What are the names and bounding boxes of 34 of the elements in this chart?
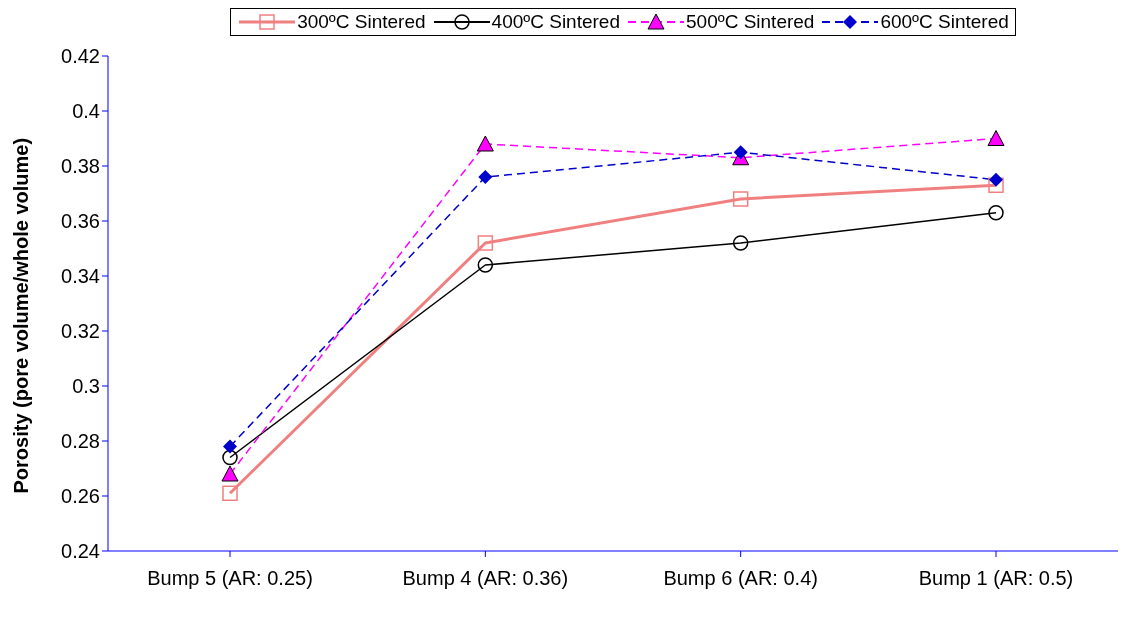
point (732, 191, 749, 207)
point (733, 145, 748, 160)
point (989, 172, 1003, 187)
x-tick-label: Bump 4 (AR: 0.36) (402, 567, 569, 590)
point (732, 235, 749, 251)
point (223, 439, 237, 454)
y-tick-label: 0.32 (61, 320, 100, 343)
point (987, 130, 1005, 146)
y-tick-label: 0.4 (72, 100, 100, 123)
point (477, 257, 494, 273)
point (476, 135, 494, 152)
y-tick-label: 0.26 (61, 485, 100, 508)
point (222, 449, 238, 466)
point (222, 485, 238, 501)
point (478, 170, 493, 184)
legend-label: 600ºC Sintered (880, 11, 1009, 33)
point (988, 205, 1004, 221)
y-tick-label: 0.28 (61, 430, 100, 453)
x-tick-label: Bump 5 (AR: 0.25) (147, 567, 313, 590)
x-tick-label: Bump 6 (AR: 0.4) (663, 567, 818, 590)
y-tick-label: 0.24 (61, 540, 100, 563)
legend-label: 500ºC Sintered (686, 11, 815, 33)
point (988, 177, 1004, 193)
y-tick-label: 0.3 (72, 375, 100, 398)
y-tick-label: 0.38 (61, 155, 100, 178)
y-tick-label: 0.34 (61, 265, 100, 288)
point (477, 235, 494, 251)
y-tick-label: 0.42 (61, 45, 100, 68)
legend-label: 300ºC Sintered (297, 11, 426, 33)
x-tick-label: Bump 1 (AR: 0.5) (918, 567, 1074, 590)
y-axis-title: Porosity (pore volume/whole volume) (10, 137, 33, 494)
legend-label: 400ºC Sintered (491, 11, 620, 33)
point (221, 465, 239, 482)
y-tick-label: 0.36 (61, 210, 100, 233)
